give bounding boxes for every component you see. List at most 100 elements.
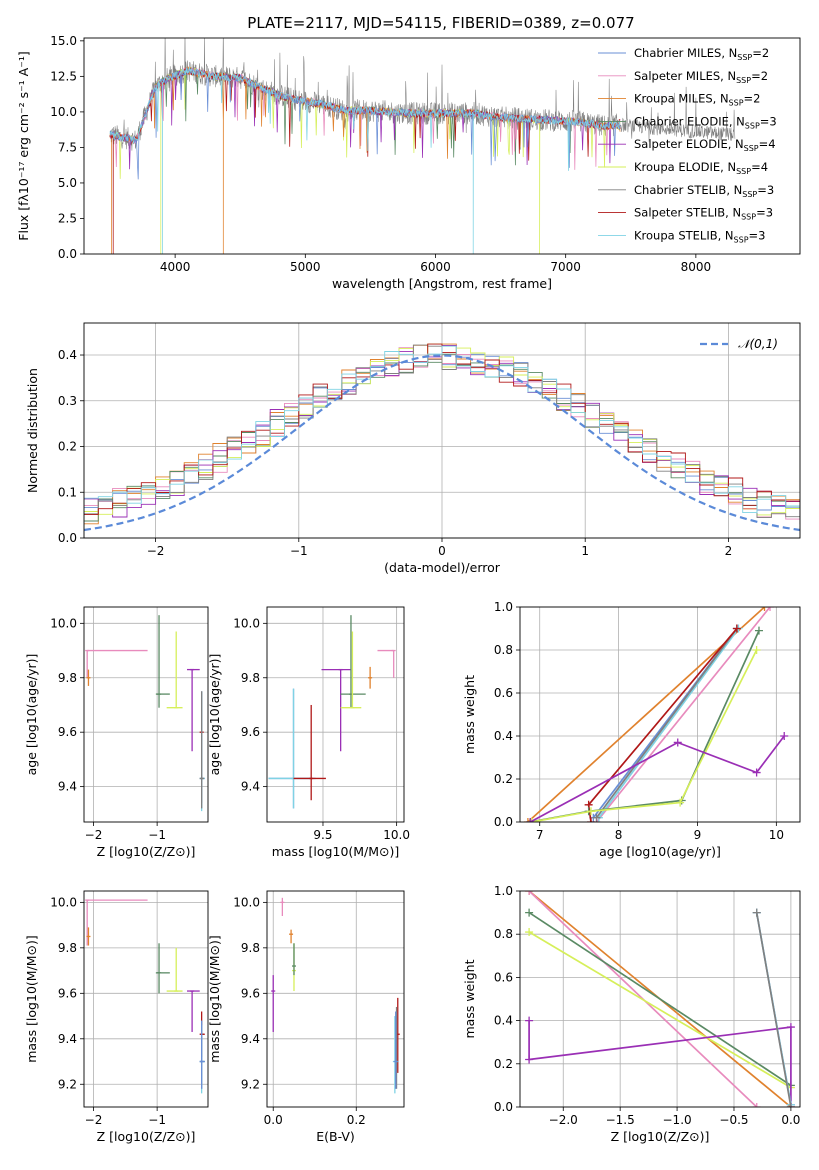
histogram-series	[84, 345, 800, 526]
x-axis-label: Z [log10(Z/Z⊙)]	[97, 844, 196, 859]
y-tick-label: 10.0	[233, 895, 260, 909]
x-tick-label: −1.0	[663, 1113, 692, 1127]
y-tick-label: 0.8	[494, 643, 513, 657]
legend-label: Chabrier STELIB, NSSP=3	[634, 183, 774, 199]
series-line	[755, 912, 792, 1107]
x-tick-label: 0.0	[264, 1113, 283, 1127]
series-line	[530, 630, 760, 822]
data-point	[586, 818, 595, 822]
y-axis-label: Normed distribution	[25, 368, 40, 493]
y-tick-label: 9.4	[241, 1032, 260, 1046]
y-axis-label: Flux [fλ10⁻¹⁷ erg cm⁻² s⁻¹ A⁻¹]	[16, 51, 31, 240]
panel-mass_vs_Z: −2 −1 9.2 9.4 9.6 9.8 10.0 Z [log10(Z/Z⊙)] mass …	[24, 890, 209, 1144]
series-line	[598, 627, 740, 819]
data-point	[526, 818, 535, 822]
data-point	[752, 1103, 761, 1107]
y-tick-label: 7.5	[58, 140, 77, 154]
x-axis-label: Z [log10(Z/Z⊙)]	[97, 1129, 196, 1144]
y-axis-label: age [log10(age/yr)]	[24, 654, 39, 776]
x-tick-label: 9	[694, 828, 702, 842]
data-point	[676, 798, 685, 807]
x-tick-label: 0.0	[781, 1113, 800, 1127]
data-point	[760, 607, 769, 611]
x-tick-label: 1	[581, 544, 589, 558]
normal-curve	[84, 354, 800, 532]
figure-title: PLATE=2117, MJD=54115, FIBERID=0389, z=0…	[247, 14, 634, 32]
axes-frame	[83, 890, 209, 1108]
y-tick-label: 9.8	[241, 941, 260, 955]
x-tick-label: 4000	[160, 260, 191, 274]
y-tick-label: 9.4	[58, 1032, 77, 1046]
x-tick-label: 6000	[420, 260, 451, 274]
y-tick-label: 0.8	[494, 927, 513, 941]
x-tick-label: −2	[147, 544, 165, 558]
y-tick-label: 9.6	[58, 986, 77, 1000]
legend-label: Chabrier ELODIE, NSSP=3	[634, 114, 777, 130]
x-tick-label: −1	[148, 1113, 166, 1127]
x-tick-label: −1	[148, 828, 166, 842]
x-tick-label: −2	[85, 828, 103, 842]
plot-area	[84, 343, 800, 532]
x-tick-label: −2	[85, 1113, 103, 1127]
x-tick-label: 0.2	[347, 1113, 366, 1127]
data-point	[525, 891, 534, 895]
plot-area	[271, 897, 400, 1094]
x-tick-label: 9.5	[313, 828, 332, 842]
y-tick-label: 0.1	[58, 485, 77, 499]
y-tick-label: 9.8	[58, 671, 77, 685]
data-point	[754, 626, 763, 635]
y-tick-label: 10.0	[50, 616, 77, 630]
data-point	[586, 807, 595, 816]
data-point	[752, 908, 761, 917]
y-tick-label: 0.2	[58, 440, 77, 454]
panel-age_vs_Z: −2 −1 9.4 9.6 9.8 10.0 Z [log10(Z/Z⊙)] age [log…	[24, 606, 209, 859]
y-tick-label: 0.4	[494, 1014, 513, 1028]
y-tick-label: 0.0	[494, 1100, 513, 1114]
legend-label: Salpeter ELODIE, NSSP=4	[634, 137, 776, 153]
series-line	[528, 911, 792, 1087]
x-tick-label: 7	[536, 828, 544, 842]
y-axis-label: mass [log10(M/M⊙)]	[207, 935, 222, 1063]
data-point	[673, 738, 682, 747]
series-line	[528, 931, 792, 1089]
x-tick-label: 7000	[550, 260, 581, 274]
y-tick-label: 2.5	[58, 211, 77, 225]
panel-mass_vs_ebv: 0.0 0.2 9.2 9.4 9.6 9.8 10.0 E(B-V) mass [log10(…	[207, 890, 405, 1144]
legend-label: Kroupa STELIB, NSSP=3	[634, 228, 765, 244]
series-line	[531, 649, 758, 822]
y-tick-label: 1.0	[494, 600, 513, 614]
legend-label: Salpeter MILES, NSSP=2	[634, 69, 768, 85]
data-point	[592, 813, 601, 822]
data-point	[525, 1055, 534, 1064]
data-point	[732, 624, 741, 633]
y-tick-label: 0.0	[494, 815, 513, 829]
x-tick-label: 2	[725, 544, 733, 558]
legend-label: Chabrier MILES, NSSP=2	[634, 46, 769, 62]
x-tick-label: 8000	[681, 260, 712, 274]
y-tick-label: 0.6	[494, 970, 513, 984]
y-tick-label: 1.0	[494, 884, 513, 898]
y-tick-label: 9.8	[241, 671, 260, 685]
axes-frame	[266, 890, 405, 1108]
x-axis-label: wavelength [Angstrom, rest frame]	[332, 276, 552, 291]
data-point	[766, 607, 775, 611]
plot-area	[109, 38, 736, 254]
x-axis-label: age [log10(age/yr)]	[599, 844, 721, 859]
y-tick-label: 10.0	[50, 895, 77, 909]
y-tick-label: 9.6	[58, 725, 77, 739]
y-axis-label: mass weight	[462, 959, 477, 1038]
plot-area	[268, 615, 396, 809]
x-axis-label: mass [log10(M/M⊙)]	[272, 844, 400, 859]
plot-area	[525, 891, 795, 1107]
panel-spectrum: 4000 5000 6000 7000 8000 0.0 2.5 5.0 7.5 10.0 12.5…	[16, 34, 801, 291]
x-tick-label: −1	[290, 544, 308, 558]
x-axis-label: E(B-V)	[316, 1129, 355, 1144]
series-line	[528, 1020, 792, 1107]
y-axis-label: mass weight	[462, 675, 477, 754]
y-tick-label: 12.5	[50, 69, 77, 83]
axes-frame	[83, 322, 801, 539]
data-point	[786, 1103, 795, 1107]
y-axis-label: age [log10(age/yr)]	[207, 654, 222, 776]
y-tick-label: 0.0	[58, 247, 77, 261]
